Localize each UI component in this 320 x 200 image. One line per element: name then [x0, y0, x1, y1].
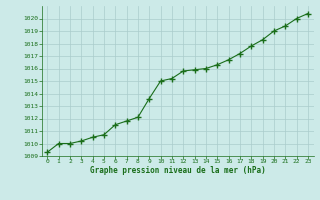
X-axis label: Graphe pression niveau de la mer (hPa): Graphe pression niveau de la mer (hPa) — [90, 166, 266, 175]
